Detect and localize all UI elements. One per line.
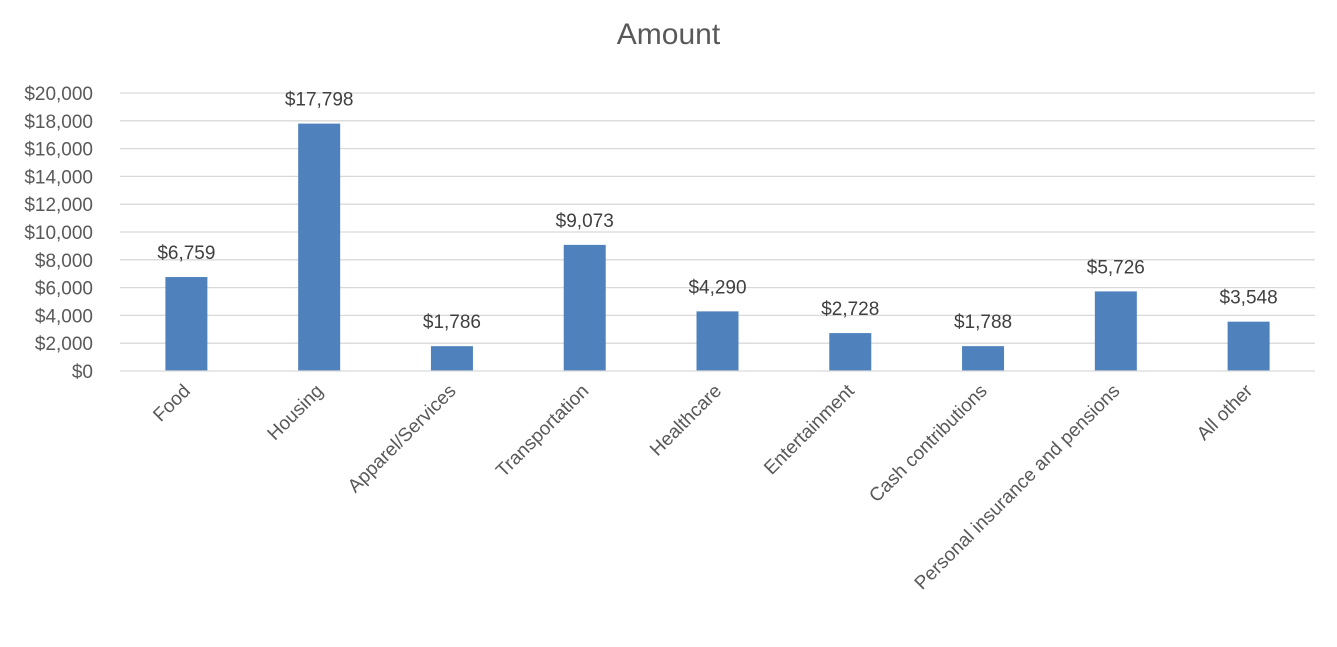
data-label: $1,786 bbox=[423, 312, 481, 333]
y-tick-label: $14,000 bbox=[24, 167, 93, 188]
data-labels: $6,759 $17,798 $1,786 $9,073 $4,290 $2,728 $1,… bbox=[157, 90, 1277, 334]
bar bbox=[563, 244, 606, 371]
x-axis-categories: Food Housing Apparel/Services Transportatio… bbox=[149, 380, 1257, 594]
bars bbox=[165, 123, 1270, 371]
data-label: $4,290 bbox=[688, 277, 746, 298]
y-tick-label: $10,000 bbox=[24, 223, 93, 244]
y-axis-ticks: $0 $2,000 $4,000 $6,000 $8,000 $10,000 $12,000… bbox=[24, 84, 93, 383]
y-tick-label: $0 bbox=[72, 362, 93, 383]
data-label: $5,726 bbox=[1087, 257, 1145, 278]
data-label: $9,073 bbox=[556, 211, 614, 232]
y-tick-label: $2,000 bbox=[35, 334, 93, 355]
bar bbox=[165, 277, 208, 371]
category-label: Personal insurance and pensions bbox=[911, 381, 1125, 595]
y-tick-label: $18,000 bbox=[24, 112, 93, 133]
y-tick-label: $20,000 bbox=[24, 84, 93, 105]
category-label: Entertainment bbox=[760, 380, 859, 479]
bar bbox=[696, 311, 739, 371]
chart-title: Amount bbox=[616, 18, 721, 51]
data-label: $3,548 bbox=[1220, 288, 1278, 309]
y-tick-label: $8,000 bbox=[35, 251, 93, 272]
category-label: Apparel/Services bbox=[344, 381, 460, 497]
category-label: All other bbox=[1193, 380, 1258, 445]
y-tick-label: $4,000 bbox=[35, 306, 93, 327]
bar bbox=[1094, 291, 1137, 371]
bar bbox=[829, 333, 872, 371]
bar bbox=[962, 346, 1005, 371]
y-tick-label: $12,000 bbox=[24, 195, 93, 216]
bar bbox=[1227, 321, 1270, 371]
bar bbox=[298, 123, 341, 371]
category-label: Healthcare bbox=[646, 381, 726, 461]
category-label: Cash contributions bbox=[865, 381, 991, 507]
data-label: $1,788 bbox=[954, 312, 1012, 333]
data-label: $17,798 bbox=[285, 90, 354, 111]
y-tick-label: $16,000 bbox=[24, 140, 93, 161]
data-label: $2,728 bbox=[821, 299, 879, 320]
y-tick-label: $6,000 bbox=[35, 279, 93, 300]
category-label: Housing bbox=[264, 381, 328, 445]
category-label: Food bbox=[149, 381, 194, 426]
category-label: Transportation bbox=[492, 381, 593, 482]
bar bbox=[430, 346, 473, 371]
data-label: $6,759 bbox=[157, 243, 215, 264]
